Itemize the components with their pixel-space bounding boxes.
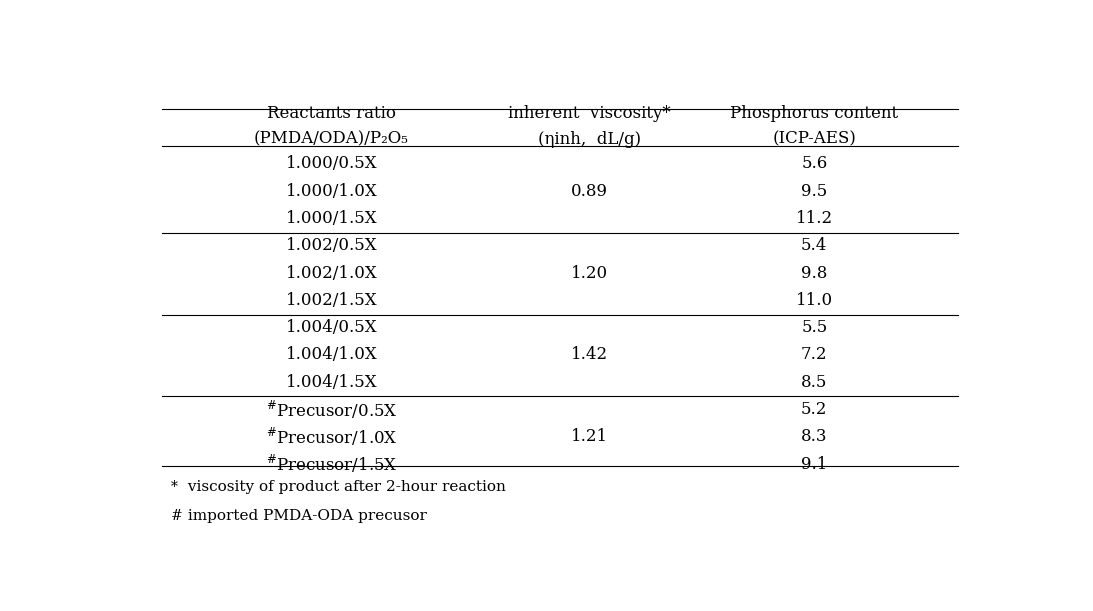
Text: 1.002/0.5X: 1.002/0.5X bbox=[285, 237, 377, 254]
Text: 1.004/1.5X: 1.004/1.5X bbox=[285, 374, 377, 391]
Text: 11.0: 11.0 bbox=[796, 292, 833, 309]
Text: 1.004/0.5X: 1.004/0.5X bbox=[285, 319, 377, 336]
Text: 5.2: 5.2 bbox=[801, 401, 827, 418]
Text: 1.000/0.5X: 1.000/0.5X bbox=[285, 155, 377, 172]
Text: 1.002/1.0X: 1.002/1.0X bbox=[285, 265, 377, 282]
Text: 5.6: 5.6 bbox=[801, 155, 827, 172]
Text: inherent  viscosity*: inherent viscosity* bbox=[508, 105, 671, 122]
Text: 1.42: 1.42 bbox=[572, 346, 609, 364]
Text: (ICP-AES): (ICP-AES) bbox=[773, 131, 856, 148]
Text: Phosphorus content: Phosphorus content bbox=[730, 105, 898, 122]
Text: #: # bbox=[171, 508, 183, 522]
Text: 8.5: 8.5 bbox=[801, 374, 827, 391]
Text: $^{\#}$Precusor/0.5X: $^{\#}$Precusor/0.5X bbox=[266, 398, 397, 420]
Text: 7.2: 7.2 bbox=[801, 346, 827, 364]
Text: 11.2: 11.2 bbox=[796, 210, 833, 227]
Text: viscosity of product after 2-hour reaction: viscosity of product after 2-hour reacti… bbox=[184, 480, 506, 494]
Text: (PMDA/ODA)/P₂O₅: (PMDA/ODA)/P₂O₅ bbox=[254, 131, 409, 148]
Text: 1.002/1.5X: 1.002/1.5X bbox=[285, 292, 377, 309]
Text: 8.3: 8.3 bbox=[801, 428, 827, 445]
Text: $^{\#}$Precusor/1.5X: $^{\#}$Precusor/1.5X bbox=[266, 453, 397, 475]
Text: 1.000/1.0X: 1.000/1.0X bbox=[285, 183, 377, 200]
Text: 5.4: 5.4 bbox=[801, 237, 827, 254]
Text: 5.5: 5.5 bbox=[801, 319, 827, 336]
Text: 9.8: 9.8 bbox=[801, 265, 827, 282]
Text: 1.20: 1.20 bbox=[572, 265, 609, 282]
Text: *: * bbox=[171, 480, 177, 494]
Text: Reactants ratio: Reactants ratio bbox=[267, 105, 396, 122]
Text: (ηinh,  dL/g): (ηinh, dL/g) bbox=[538, 131, 642, 148]
Text: 1.000/1.5X: 1.000/1.5X bbox=[285, 210, 377, 227]
Text: 1.21: 1.21 bbox=[572, 428, 609, 445]
Text: 0.89: 0.89 bbox=[572, 183, 609, 200]
Text: 1.004/1.0X: 1.004/1.0X bbox=[285, 346, 377, 364]
Text: $^{\#}$Precusor/1.0X: $^{\#}$Precusor/1.0X bbox=[266, 426, 397, 448]
Text: 9.5: 9.5 bbox=[801, 183, 827, 200]
Text: imported PMDA-ODA precusor: imported PMDA-ODA precusor bbox=[184, 508, 427, 522]
Text: 9.1: 9.1 bbox=[801, 456, 827, 473]
